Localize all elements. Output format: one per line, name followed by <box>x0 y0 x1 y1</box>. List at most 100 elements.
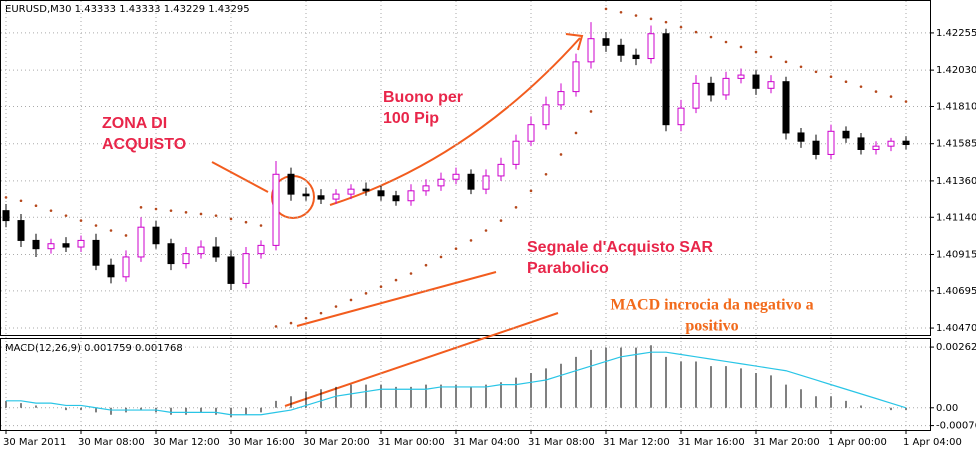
candle-body <box>572 61 580 93</box>
sar-dot <box>154 207 158 211</box>
annotation: positivo <box>685 318 738 335</box>
candle-body <box>422 185 430 192</box>
sar-dot <box>364 292 368 295</box>
candle-body <box>227 256 235 284</box>
annotation: ACQUISTO <box>102 136 186 153</box>
sar-dot <box>349 298 353 302</box>
x-tick-label: 30 Mar 12:00 <box>153 437 220 448</box>
sar-dot <box>454 247 458 250</box>
sar-dot <box>709 35 713 39</box>
sar-dot <box>814 70 818 74</box>
sar-dot <box>499 219 503 222</box>
sar-dot <box>169 209 173 212</box>
y-tick-label: 1.42030 <box>936 65 976 76</box>
sar-dot <box>829 75 833 79</box>
candle-body <box>827 130 835 155</box>
x-tick-label: 1 Apr 04:00 <box>903 437 962 448</box>
sar-dot <box>769 55 773 59</box>
candle-body <box>602 38 610 46</box>
sar-dot <box>424 263 428 267</box>
candle-body <box>767 81 775 89</box>
sar-dot <box>904 100 908 103</box>
candle-body <box>242 253 250 284</box>
candle-body <box>872 145 880 150</box>
candle-body <box>257 244 265 255</box>
y-tick-label: 1.40695 <box>936 286 976 297</box>
candle-body <box>482 175 490 190</box>
candle-body <box>362 188 370 192</box>
candle-body <box>182 253 190 265</box>
sar-dot <box>49 209 53 212</box>
y-tick-label: 1.40470 <box>936 323 976 334</box>
chart-header: EURUSD,M30 1.43333 1.43333 1.43229 1.432… <box>5 4 250 15</box>
annotation: MACD incrocia da negativo a <box>610 297 813 314</box>
sar-dot <box>634 14 638 17</box>
y-tick-label: 1.41140 <box>936 212 976 223</box>
sar-dot <box>199 212 203 216</box>
sar-dot <box>274 325 278 328</box>
sar-dot <box>34 204 38 207</box>
sar-dot <box>544 172 548 176</box>
y-tick-label: 0.002621 <box>936 342 976 353</box>
sar-dot <box>289 321 293 325</box>
candle-body <box>842 130 850 139</box>
candle-body <box>47 243 55 250</box>
annotation: Parabolico <box>527 260 609 277</box>
candle-body <box>317 195 325 200</box>
sar-dot <box>184 211 188 214</box>
sar-dot <box>694 30 698 34</box>
candle-body <box>62 243 70 248</box>
sar-dot <box>439 255 443 259</box>
sar-dot <box>664 20 668 24</box>
x-tick-label: 1 Apr 00:00 <box>828 437 887 448</box>
sar-dot <box>229 217 233 221</box>
candle-body <box>272 173 280 246</box>
sar-dot <box>244 220 248 224</box>
sar-dot <box>889 95 893 98</box>
candle-body <box>17 220 25 241</box>
sar-dot <box>724 40 728 44</box>
sar-dot <box>379 285 383 289</box>
candle-body <box>497 163 505 177</box>
sar-dot <box>529 189 533 193</box>
candle-body <box>617 44 625 56</box>
sar-dot <box>589 110 593 113</box>
candle-body <box>332 193 340 200</box>
x-tick-label: 30 Mar 08:00 <box>78 437 145 448</box>
sar-dot <box>139 206 143 209</box>
candle-body <box>467 173 475 190</box>
x-tick-label: 31 Mar 08:00 <box>528 437 595 448</box>
sar-dot <box>109 229 113 232</box>
candle-body <box>392 195 400 202</box>
candle-body <box>302 193 310 197</box>
sar-dot <box>259 224 263 227</box>
sar-dot <box>859 85 863 88</box>
sar-dot <box>319 311 323 315</box>
candle-body <box>107 264 115 278</box>
candle-body <box>512 140 520 165</box>
x-tick-label: 31 Mar 20:00 <box>753 437 820 448</box>
candle-body <box>377 190 385 197</box>
candle-body <box>902 140 910 146</box>
sar-dot <box>334 305 338 308</box>
signal-line <box>6 351 907 416</box>
y-tick-label: -0.000769 <box>936 421 976 432</box>
sar-dot <box>874 90 878 93</box>
candle-body <box>707 82 715 96</box>
candle-body <box>752 74 760 89</box>
candle-body <box>167 243 175 265</box>
macd-panel <box>0 338 931 431</box>
annotation: 100 Pip <box>383 110 439 127</box>
y-tick-label: 1.40915 <box>936 249 976 260</box>
x-tick-label: 31 Mar 00:00 <box>378 437 445 448</box>
x-tick-label: 30 Mar 20:00 <box>303 437 370 448</box>
sar-dot <box>394 278 398 282</box>
candle-body <box>722 77 730 96</box>
candle-body <box>797 132 805 142</box>
sar-dot <box>844 80 848 83</box>
candle-body <box>692 82 700 109</box>
sar-dot <box>409 272 413 275</box>
sar-dot <box>79 219 83 222</box>
main-panel <box>0 0 931 336</box>
